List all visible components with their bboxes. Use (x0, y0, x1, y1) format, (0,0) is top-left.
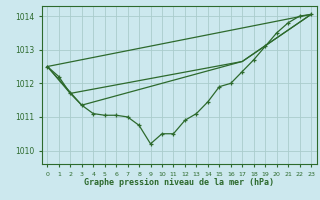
X-axis label: Graphe pression niveau de la mer (hPa): Graphe pression niveau de la mer (hPa) (84, 178, 274, 187)
